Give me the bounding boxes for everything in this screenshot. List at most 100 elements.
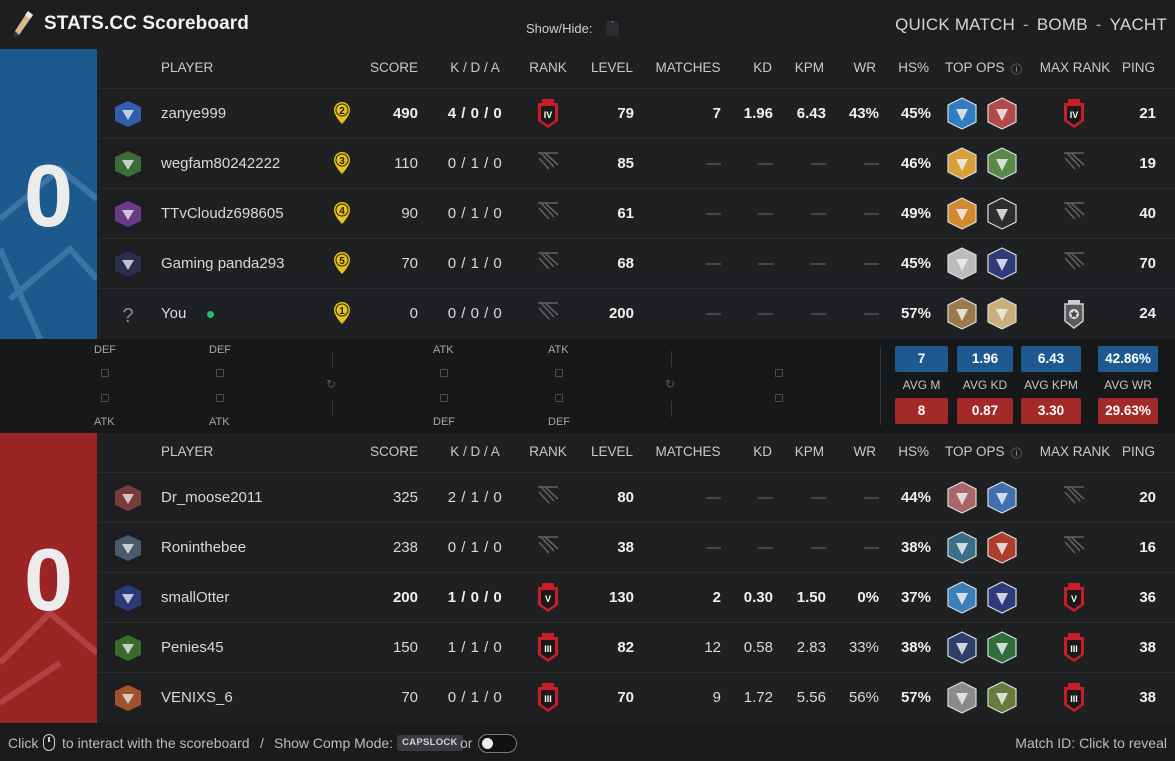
info-icon[interactable]: ⓘ <box>1011 448 1022 460</box>
cell-kda: 0 / 0 / 0 <box>447 305 503 322</box>
round-side-label: DEF <box>548 416 570 428</box>
round-history: DEF ATK DEF ATK ATK DEF ATK DEF ↻ ↻ 7 AVG M 8 1.96… <box>0 339 1175 433</box>
rank-badge-icon <box>536 149 560 179</box>
comp-mode-toggle[interactable] <box>478 734 517 753</box>
operator-icon <box>947 197 977 230</box>
cell-ping: 70 <box>1139 255 1156 272</box>
operator-icon <box>947 247 977 280</box>
suit-avatar-icon <box>111 248 145 280</box>
cell-level: 68 <box>617 255 634 272</box>
column-header-kd: KD <box>753 60 772 75</box>
player-name: zanye999 <box>161 105 227 122</box>
cell-kpm: 2.83 <box>796 639 826 656</box>
player-name: Roninthebee <box>161 539 247 556</box>
party-pin-icon: 3 <box>333 151 351 175</box>
operator-icon <box>947 297 977 330</box>
player-row[interactable]: zanye999 2 490 4 / 0 / 0 79 7 1.96 6.43 43% 45% 21… <box>97 89 1175 139</box>
separator: - <box>1095 15 1102 34</box>
cell-ping: 40 <box>1139 205 1156 222</box>
cell-score: 70 <box>401 255 418 272</box>
cell-kpm: 6.43 <box>796 105 826 122</box>
cell-hs: 38% <box>900 539 931 556</box>
operator-icon <box>987 631 1017 664</box>
cell-level: 130 <box>608 589 634 606</box>
cell-wr: 43% <box>848 105 879 122</box>
cell-wr: — <box>864 489 879 506</box>
round-side-label: ATK <box>548 344 569 356</box>
cell-level: 38 <box>617 539 634 556</box>
player-name: VENIXS_6 <box>161 689 233 706</box>
cell-kda: 1 / 0 / 0 <box>447 589 503 606</box>
operator-icon <box>987 97 1017 130</box>
cell-level: 82 <box>617 639 634 656</box>
stripes-avatar-icon <box>111 198 145 230</box>
red-team-panel: 0 <box>0 433 97 723</box>
blue-average-value: 7 <box>895 346 948 372</box>
svg-text:III: III <box>544 644 552 654</box>
match-id-reveal[interactable]: Match ID: Click to reveal <box>1015 735 1167 751</box>
svg-text:IV: IV <box>544 110 553 120</box>
show-hide-key-button[interactable]: ` <box>606 21 619 36</box>
round-slot <box>555 394 563 402</box>
red-team-score: 0 <box>24 530 73 629</box>
column-header-top-ops: TOP OPS <box>945 444 1005 459</box>
blue-team-panel: 0 <box>0 49 97 339</box>
cell-ping: 16 <box>1139 539 1156 556</box>
separator: - <box>1023 15 1029 34</box>
round-side-label: ATK <box>94 416 115 428</box>
max-rank-badge-icon <box>1062 199 1086 229</box>
operator-icon <box>987 681 1017 714</box>
cell-kpm: — <box>811 255 826 272</box>
round-side-label: DEF <box>209 344 231 356</box>
info-icon[interactable]: ⓘ <box>1011 64 1022 76</box>
cell-kd: — <box>758 489 773 506</box>
match-objective: BOMB <box>1036 15 1088 34</box>
blue-average-value: 42.86% <box>1098 346 1158 372</box>
player-name: Penies45 <box>161 639 224 656</box>
operator-icon <box>987 197 1017 230</box>
player-row[interactable]: VENIXS_6 70 0 / 1 / 0 70 9 1.72 5.56 56% 57% 38 II… <box>97 673 1175 723</box>
player-row[interactable]: wegfam80242222 3 110 0 / 1 / 0 85 — — — — 46% 19 <box>97 139 1175 189</box>
cell-wr: — <box>864 155 879 172</box>
operator-icon <box>947 581 977 614</box>
rank-badge-icon <box>536 249 560 279</box>
player-row[interactable]: TTvCloudz698605 4 90 0 / 1 / 0 61 — — — — 49% 40 <box>97 189 1175 239</box>
operator-icon <box>987 147 1017 180</box>
cell-wr: — <box>864 539 879 556</box>
cell-kda: 0 / 1 / 0 <box>447 689 503 706</box>
max-rank-badge-icon: IV <box>1062 99 1086 129</box>
wing-avatar-icon <box>111 98 145 130</box>
party-pin-icon: 4 <box>333 201 351 225</box>
soldier-avatar-icon <box>111 148 145 180</box>
unknown-avatar-icon: ? <box>111 298 145 330</box>
round-side-label: ATK <box>209 416 230 428</box>
cell-score: 90 <box>401 205 418 222</box>
rank-badge-icon: IV <box>536 99 560 129</box>
svg-text:5: 5 <box>339 256 345 267</box>
blue-team-score: 0 <box>24 146 73 245</box>
max-rank-badge-icon: III <box>1062 633 1086 663</box>
max-rank-badge-icon: III <box>1062 683 1086 713</box>
player-row[interactable]: ? You 1 0 0 / 0 / 0 200 — — — — 57% 24 <box>97 289 1175 339</box>
app-title: STATS.CC Scoreboard <box>44 13 249 34</box>
separator: / <box>260 735 264 751</box>
cell-kpm: — <box>811 205 826 222</box>
svg-text:V: V <box>1071 594 1077 604</box>
cell-matches: — <box>706 155 721 172</box>
cell-kpm: — <box>811 489 826 506</box>
player-row[interactable]: Gaming panda293 5 70 0 / 1 / 0 68 — — — — 45% 70 <box>97 239 1175 289</box>
player-name: TTvCloudz698605 <box>161 205 284 222</box>
swap-sides-icon: ↻ <box>326 377 337 391</box>
operator-icon <box>947 531 977 564</box>
operator-icon <box>947 681 977 714</box>
online-status-icon <box>201 305 214 322</box>
round-slot <box>440 394 448 402</box>
cell-hs: 45% <box>900 255 931 272</box>
player-row[interactable]: Dr_moose2011 325 2 / 1 / 0 80 — — — — 44% 20 <box>97 473 1175 523</box>
operator-icon <box>947 97 977 130</box>
operator-icon <box>947 147 977 180</box>
operator-icon <box>987 531 1017 564</box>
player-row[interactable]: Penies45 150 1 / 1 / 0 82 12 0.58 2.83 33% 38% 38… <box>97 623 1175 673</box>
player-row[interactable]: smallOtter 200 1 / 0 / 0 130 2 0.30 1.50 0% 37% 3… <box>97 573 1175 623</box>
player-row[interactable]: Roninthebee 238 0 / 1 / 0 38 — — — — 38% 16 <box>97 523 1175 573</box>
